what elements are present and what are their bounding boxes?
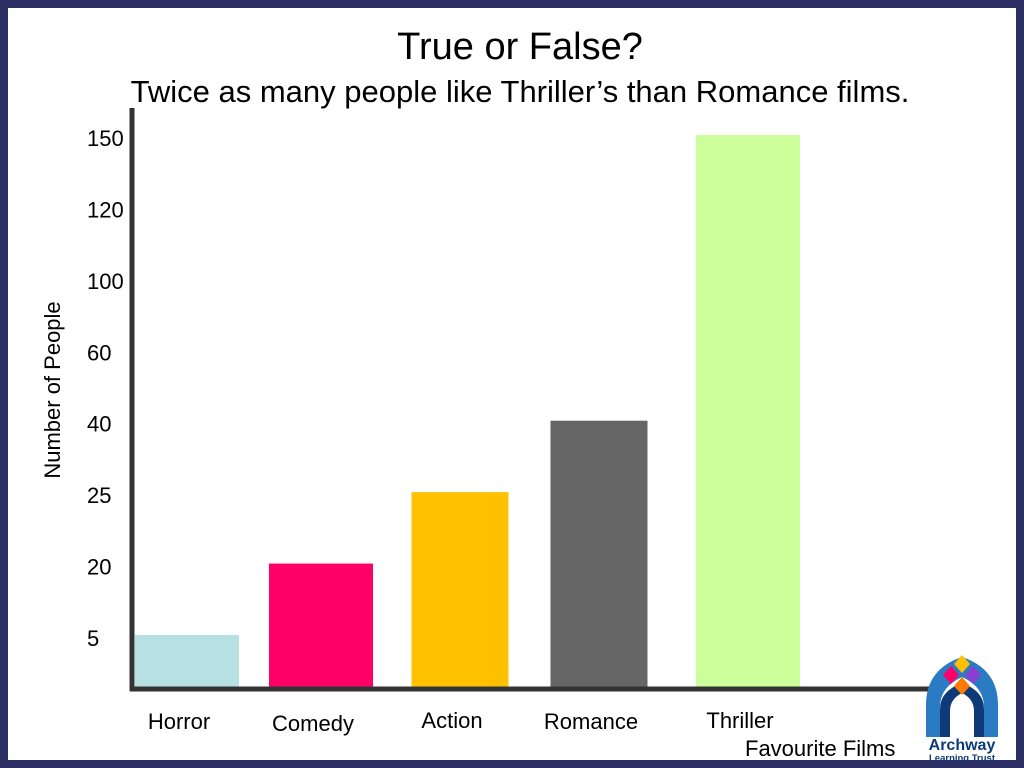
slide-subtitle: Twice as many people like Thriller’s tha… <box>130 74 910 109</box>
x-category-label-comedy: Comedy <box>272 711 354 736</box>
logo-text-archway: Archway <box>929 737 996 754</box>
x-category-label-horror: Horror <box>148 709 210 734</box>
y-axis-label: Number of People <box>40 301 65 479</box>
y-tick-label: 120 <box>87 197 124 222</box>
x-category-label-thriller: Thriller <box>706 708 773 733</box>
y-tick-label: 25 <box>87 483 111 508</box>
bar-thriller <box>696 135 800 689</box>
logo-text-trust: Learning Trust <box>929 753 996 763</box>
y-tick-label: 40 <box>87 412 111 437</box>
y-tick-label: 100 <box>87 269 124 294</box>
x-category-label-romance: Romance <box>544 709 638 734</box>
bar-romance <box>550 420 648 689</box>
bar-comedy <box>269 563 373 689</box>
slide-title: True or False? <box>397 26 643 68</box>
x-axis-label: Favourite Films <box>745 736 896 761</box>
x-category-label-action: Action <box>421 708 482 733</box>
bar-action <box>411 492 509 689</box>
y-tick-label: 20 <box>87 555 111 580</box>
y-tick-label: 5 <box>87 626 99 651</box>
y-tick-label: 150 <box>87 126 124 151</box>
archway-logo: Archway Learning Trust <box>926 655 998 763</box>
y-tick-label: 60 <box>87 340 111 365</box>
bar-horror <box>135 635 239 689</box>
